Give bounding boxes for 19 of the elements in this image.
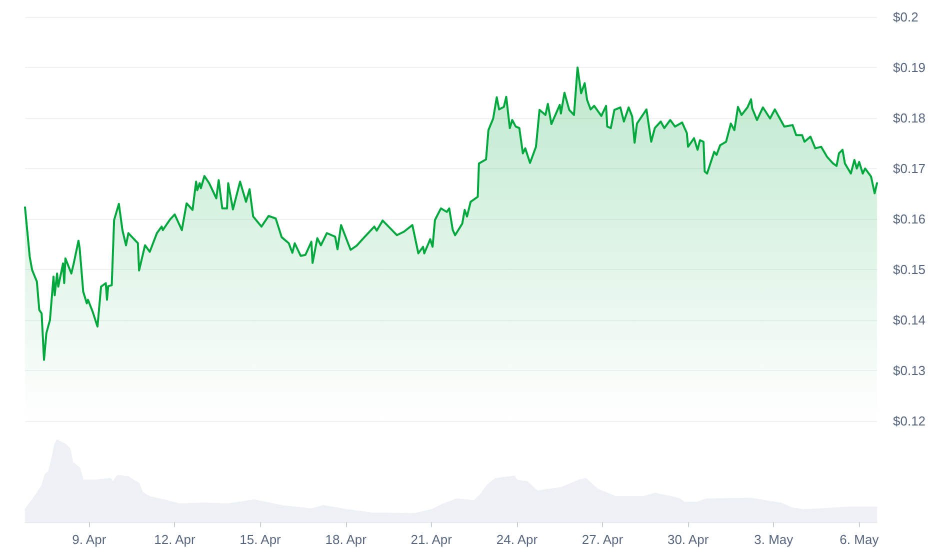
y-tick-label: $0.19 xyxy=(893,60,926,75)
x-tick-label: 30. Apr xyxy=(667,532,710,547)
x-tick-label: 15. Apr xyxy=(240,532,282,547)
y-tick-label: $0.12 xyxy=(893,414,926,428)
x-tick-label: 18. Apr xyxy=(325,532,368,547)
x-tick-label: 3. May xyxy=(754,532,794,547)
y-tick-label: $0.13 xyxy=(893,363,926,378)
x-tick-label: 12. Apr xyxy=(154,532,196,547)
x-tick-label: 27. Apr xyxy=(582,532,624,547)
x-tick-label: 24. Apr xyxy=(496,532,538,547)
x-tick-label: 21. Apr xyxy=(410,532,453,547)
y-tick-label: $0.16 xyxy=(893,212,926,226)
y-tick-label: $0.2 xyxy=(893,10,918,24)
y-tick-label: $0.17 xyxy=(893,161,926,176)
y-tick-label: $0.18 xyxy=(893,110,926,126)
y-tick-label: $0.14 xyxy=(893,312,926,328)
x-tick-label: 6. May xyxy=(840,532,880,547)
y-tick-label: $0.15 xyxy=(893,262,926,277)
x-tick-label: 9. Apr xyxy=(72,532,107,547)
